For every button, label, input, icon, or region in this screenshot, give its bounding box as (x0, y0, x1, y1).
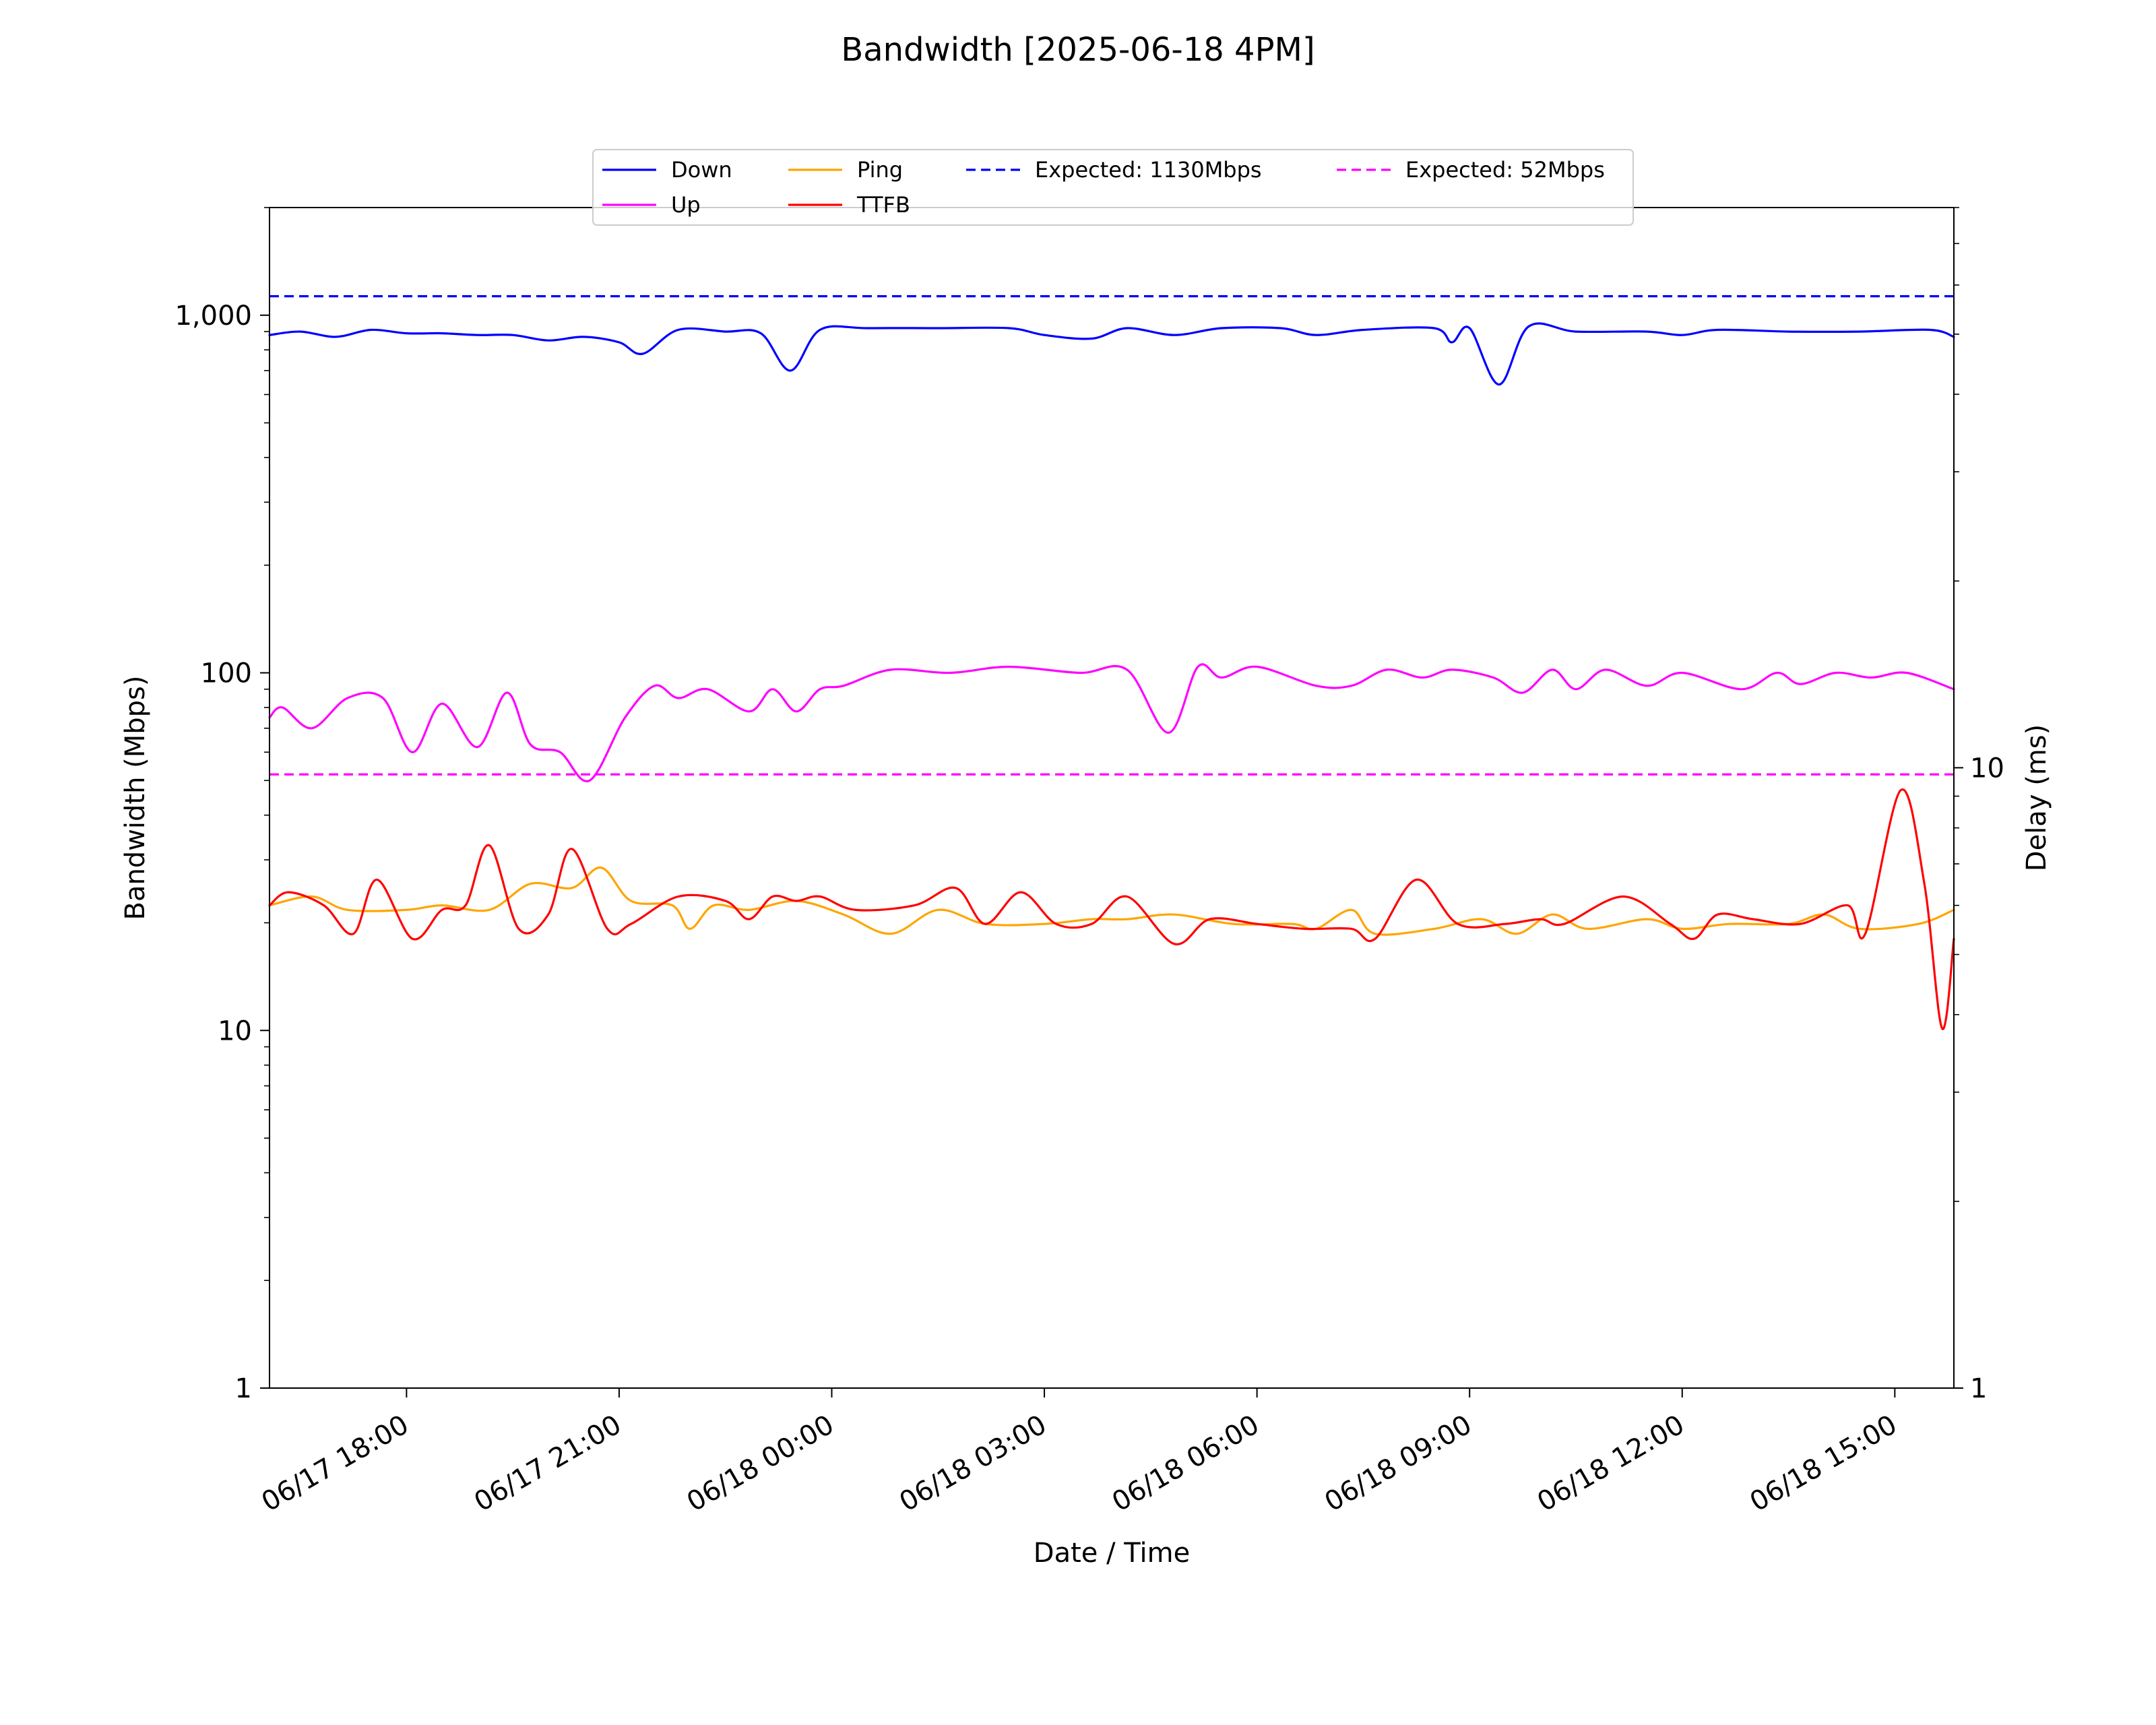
series-line-up (268, 663, 1955, 782)
legend: Down Up Ping TTFB Expected: 1130Mbps Expected… (592, 149, 1634, 226)
legend-label: Ping (857, 157, 903, 183)
chart-title: Bandwidth [2025-06-18 4PM] (841, 31, 1314, 69)
series-line-ttfb (268, 788, 1955, 1030)
y2-tick-label: 1 (1970, 1373, 1987, 1404)
legend-label: Up (671, 192, 701, 218)
y-tick-label: 100 (201, 658, 252, 689)
legend-label: TTFB (856, 192, 910, 218)
legend-label: Down (671, 157, 732, 183)
y-tick-label: 1,000 (175, 301, 252, 332)
plot-area (268, 207, 1955, 1389)
series-layer (268, 294, 1955, 1030)
y2-axis-label: Delay (ms) (2021, 724, 2052, 871)
y-tick-label: 10 (218, 1015, 252, 1046)
legend-label: Expected: 52Mbps (1405, 157, 1605, 183)
series-line-down (268, 322, 1955, 386)
y-tick-label: 1 (235, 1373, 252, 1404)
y-axis-label: Bandwidth (Mbps) (120, 675, 151, 920)
legend-box (592, 149, 1634, 226)
y2-axis-ticks: 1 10 (1954, 207, 2004, 1404)
y-axis-ticks: 1 10 100 1,000 (175, 207, 270, 1404)
y2-tick-label: 10 (1970, 753, 2004, 784)
x-axis-label: Date / Time (1034, 1538, 1190, 1569)
series-line-ping (268, 867, 1955, 936)
legend-label: Expected: 1130Mbps (1035, 157, 1262, 183)
